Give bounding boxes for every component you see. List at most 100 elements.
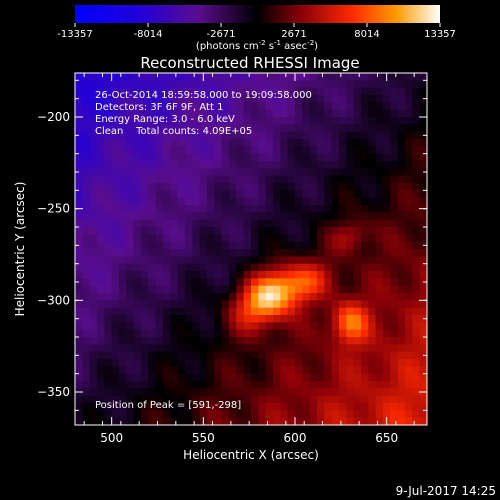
heatmap-cell [412, 359, 420, 367]
heatmap-cell [353, 300, 362, 308]
heatmap-cell [317, 373, 325, 382]
heatmap-cell [397, 241, 406, 250]
heatmap-cell [97, 212, 105, 220]
heatmap-cell [111, 212, 120, 220]
heatmap-cell [397, 146, 406, 154]
heatmap-cell [141, 183, 149, 191]
heatmap-cell [104, 322, 112, 330]
heatmap-cell [361, 249, 369, 257]
heatmap-cell [324, 278, 332, 286]
heatmap-cell [309, 351, 318, 360]
heatmap-cell [148, 124, 156, 132]
heatmap-cell [295, 102, 303, 110]
heatmap-cell [111, 139, 120, 147]
heatmap-cell [148, 403, 156, 411]
heatmap-cell [375, 205, 384, 213]
heatmap-cell [177, 293, 186, 301]
heatmap-cell [397, 80, 406, 88]
heatmap-cell [229, 388, 237, 396]
heatmap-cell [251, 322, 259, 330]
heatmap-cell [346, 322, 354, 330]
heatmap-cell [148, 263, 156, 272]
heatmap-cell [361, 197, 369, 206]
heatmap-cell [126, 410, 134, 418]
heatmap-cell [199, 322, 208, 330]
heatmap-cell [280, 183, 288, 191]
heatmap-cell [126, 417, 134, 426]
heatmap-cell [236, 161, 244, 169]
heatmap-cell [265, 117, 274, 125]
heatmap-cell [295, 80, 303, 88]
heatmap-cell [111, 124, 120, 132]
heatmap-cell [309, 205, 318, 213]
heatmap-cell [258, 373, 266, 382]
heatmap-cell [207, 403, 215, 411]
heatmap-cell [295, 344, 303, 352]
heatmap-cell [133, 373, 142, 382]
heatmap-cell [97, 183, 105, 191]
heatmap-cell [361, 417, 369, 426]
heatmap-cell [265, 329, 274, 338]
heatmap-cell [324, 153, 332, 162]
heatmap-cell [243, 131, 252, 140]
heatmap-cell [331, 95, 340, 103]
heatmap-cell [177, 381, 186, 389]
heatmap-cell [243, 329, 252, 338]
heatmap-cell [412, 322, 420, 330]
heatmap-cell [236, 227, 244, 235]
heatmap-cell [353, 190, 362, 198]
heatmap-cell [353, 351, 362, 360]
heatmap-cell [317, 351, 325, 360]
heatmap-cell [126, 219, 134, 228]
heatmap-cell [82, 197, 90, 206]
heatmap-cell [265, 73, 274, 81]
heatmap-cell [163, 131, 171, 140]
heatmap-cell [302, 95, 310, 103]
heatmap-cell [412, 344, 420, 352]
heatmap-cell [126, 153, 134, 162]
heatmap-cell [324, 366, 332, 374]
heatmap-cell [163, 293, 171, 301]
heatmap-cell [397, 388, 406, 396]
heatmap-cell [163, 366, 171, 374]
heatmap-cell [243, 95, 252, 103]
heatmap-cell [273, 337, 281, 345]
heatmap-cell [331, 146, 340, 154]
heatmap-cell [383, 219, 391, 228]
heatmap-cell [265, 80, 274, 88]
heatmap-cell [302, 80, 310, 88]
heatmap-cell [185, 131, 193, 140]
heatmap-cell [331, 300, 340, 308]
heatmap-cell [89, 263, 98, 272]
heatmap-cell [287, 205, 296, 213]
heatmap-cell [89, 366, 98, 374]
heatmap-cell [361, 153, 369, 162]
heatmap-cell [155, 212, 164, 220]
heatmap-cell [177, 307, 186, 316]
heatmap-cell [185, 241, 193, 250]
heatmap-cell [317, 263, 325, 272]
heatmap-cell [258, 234, 266, 242]
heatmap-cell [390, 234, 398, 242]
heatmap-cell [390, 219, 398, 228]
heatmap-cell [295, 95, 303, 103]
heatmap-cell [97, 366, 105, 374]
heatmap-cell [412, 278, 420, 286]
heatmap-cell [207, 80, 215, 88]
heatmap-cell [265, 102, 274, 110]
heatmap-cell [89, 190, 98, 198]
heatmap-cell [419, 322, 428, 330]
heatmap-cell [412, 293, 420, 301]
heatmap-cell [251, 329, 259, 338]
heatmap-cell [163, 241, 171, 250]
heatmap-cell [368, 139, 376, 147]
heatmap-cell [273, 344, 281, 352]
heatmap-cell [82, 161, 90, 169]
heatmap-cell [258, 227, 266, 235]
heatmap-cell [177, 300, 186, 308]
heatmap-cell [229, 219, 237, 228]
heatmap-cell [324, 403, 332, 411]
heatmap-cell [229, 263, 237, 272]
heatmap-cell [97, 95, 105, 103]
